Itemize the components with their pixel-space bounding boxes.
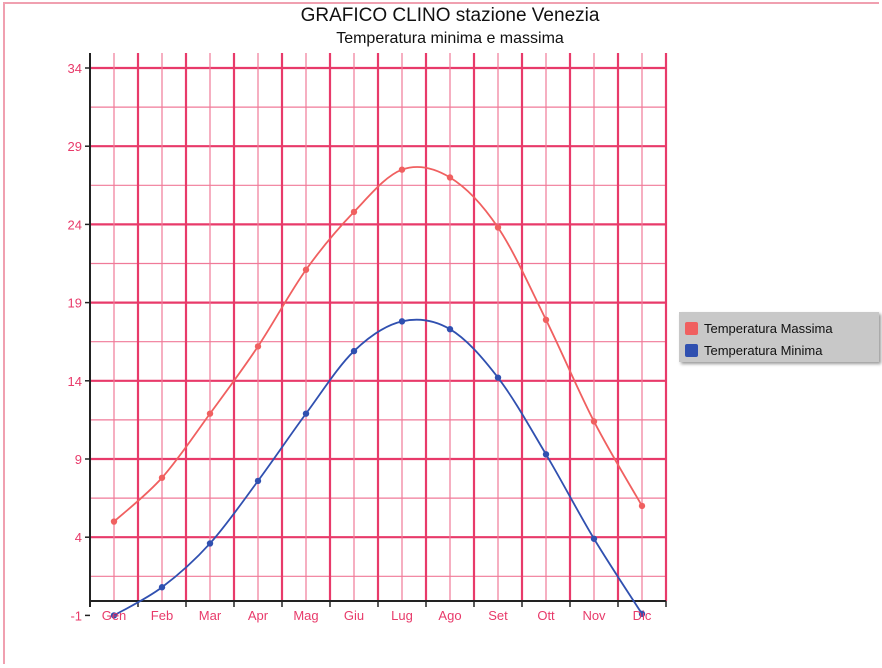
x-tick-label: Mag (293, 608, 318, 623)
data-point-massima (542, 316, 550, 324)
data-point-massima (206, 410, 214, 417)
legend-item-minima: Temperatura Minima (685, 340, 823, 360)
x-tick-label: Dic (633, 608, 652, 623)
x-tick-label: Apr (248, 608, 269, 623)
data-point-minima (350, 347, 358, 355)
data-point-minima (302, 410, 310, 417)
y-tick-label: 9 (75, 452, 82, 467)
data-point-massima (158, 474, 166, 481)
chart-title: GRAFICO CLINO stazione Venezia (300, 5, 600, 26)
data-point-massima (398, 166, 406, 173)
series-lines (110, 166, 646, 619)
x-tick-label: Ago (438, 608, 461, 623)
legend-item-massima: Temperatura Massima (685, 318, 833, 338)
data-point-massima (494, 224, 502, 231)
data-point-massima (446, 174, 454, 181)
x-tick-label: Giu (344, 608, 364, 623)
legend-label-minima: Temperatura Minima (704, 342, 823, 358)
data-point-minima (158, 584, 166, 591)
data-point-minima (590, 535, 598, 542)
x-tick-label: Feb (151, 608, 173, 623)
data-point-massima (302, 266, 310, 273)
chart-frame (3, 2, 879, 664)
grid (90, 53, 668, 601)
data-point-minima (638, 610, 646, 618)
y-tick-label: 24 (68, 217, 82, 232)
legend-swatch-minima (685, 343, 698, 357)
data-point-minima (446, 325, 454, 333)
x-tick-label: Set (488, 608, 508, 623)
data-point-massima (254, 343, 262, 350)
y-tick-label: 19 (68, 296, 82, 311)
x-tick-label: Gen (102, 608, 127, 623)
data-point-minima (494, 374, 502, 381)
data-point-massima (590, 418, 598, 425)
data-point-minima (254, 477, 262, 485)
y-tick-label: 14 (68, 374, 82, 389)
y-tick-label: -1 (70, 608, 82, 623)
y-tick-label: 34 (68, 61, 82, 76)
tick-labels: -1 4 9 14 19 24 29 34 Gen Feb Mar Apr Mag Giu Lug Ago Se… (68, 61, 652, 623)
legend: Temperatura Massima Temperatura Minima (679, 312, 879, 362)
data-point-minima (110, 612, 118, 619)
x-tick-label: Mar (199, 608, 222, 623)
x-tick-label: Ott (537, 608, 555, 623)
data-point-minima (206, 540, 214, 547)
data-point-massima (110, 518, 118, 525)
y-tick-label: 29 (68, 139, 82, 154)
data-point-massima (638, 502, 646, 510)
data-point-minima (542, 451, 550, 458)
x-tick-label: Nov (582, 608, 606, 623)
y-tick-label: 4 (75, 530, 82, 545)
chart-subtitle: Temperatura minima e massima (336, 30, 564, 47)
axes (85, 53, 667, 617)
legend-label-massima: Temperatura Massima (704, 320, 833, 336)
x-tick-label: Lug (391, 608, 413, 623)
data-point-massima (350, 208, 358, 216)
data-point-minima (398, 318, 406, 325)
legend-swatch-massima (685, 321, 698, 335)
